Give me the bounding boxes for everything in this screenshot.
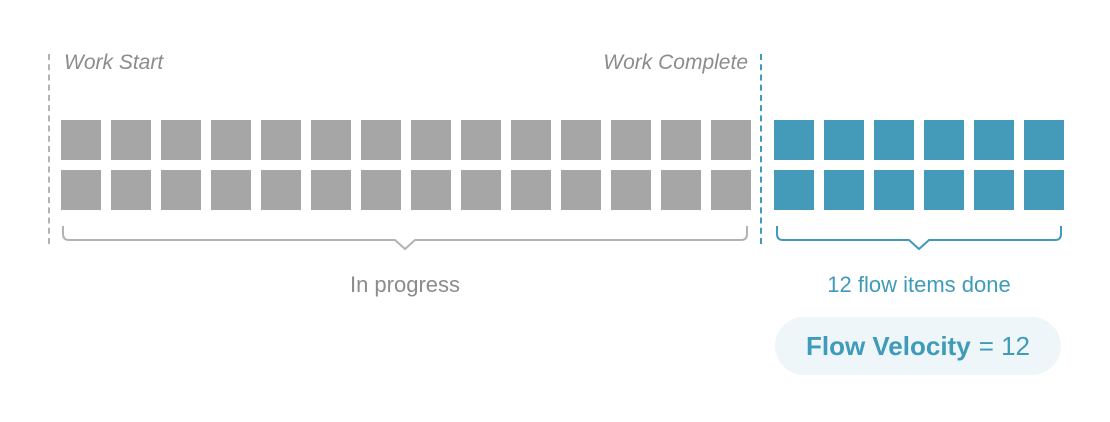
done-flow-item	[774, 170, 814, 210]
in-progress-flow-item	[361, 170, 401, 210]
in-progress-flow-item	[111, 170, 151, 210]
work-complete-line	[760, 54, 762, 244]
done-flow-item	[924, 120, 964, 160]
in-progress-row-2	[61, 170, 751, 210]
in-progress-caption: In progress	[349, 272, 461, 297]
in-progress-flow-item	[661, 170, 701, 210]
work-start-label: Work Start	[64, 51, 164, 74]
done-flow-item	[824, 120, 864, 160]
in-progress-flow-item	[261, 120, 301, 160]
in-progress-flow-item	[261, 170, 301, 210]
done-flow-item	[874, 170, 914, 210]
in-progress-flow-item	[211, 170, 251, 210]
flow-velocity-badge: Flow Velocity = 12	[775, 317, 1061, 375]
in-progress-flow-item	[61, 120, 101, 160]
done-flow-item	[924, 170, 964, 210]
done-flow-item	[1024, 170, 1064, 210]
done-brace	[776, 226, 1062, 251]
in-progress-row-1	[61, 120, 751, 160]
done-flow-item	[974, 170, 1014, 210]
done-flow-item	[824, 170, 864, 210]
in-progress-flow-item	[161, 170, 201, 210]
in-progress-flow-item	[61, 170, 101, 210]
in-progress-flow-item	[561, 170, 601, 210]
in-progress-flow-item	[211, 120, 251, 160]
flow-velocity-label: Flow Velocity	[805, 330, 971, 361]
in-progress-brace	[62, 226, 748, 251]
in-progress-flow-item	[611, 170, 651, 210]
in-progress-flow-item	[411, 170, 451, 210]
in-progress-flow-item	[661, 120, 701, 160]
in-progress-flow-item	[411, 120, 451, 160]
done-flow-item	[1024, 120, 1064, 160]
done-caption: 12 flow items done	[827, 272, 1011, 297]
done-row-1	[774, 120, 1064, 160]
in-progress-flow-item	[111, 120, 151, 160]
in-progress-flow-item	[361, 120, 401, 160]
in-progress-flow-item	[711, 170, 751, 210]
in-progress-flow-item	[561, 120, 601, 160]
work-complete-label: Work Complete	[603, 51, 748, 74]
in-progress-flow-item	[511, 170, 551, 210]
done-row-2	[774, 170, 1064, 210]
in-progress-flow-item	[461, 120, 501, 160]
in-progress-flow-item	[711, 120, 751, 160]
in-progress-flow-item	[461, 170, 501, 210]
done-flow-item	[774, 120, 814, 160]
work-start-line	[48, 54, 50, 244]
done-flow-item	[874, 120, 914, 160]
flow-velocity-value: = 12	[978, 330, 1031, 361]
in-progress-flow-item	[311, 170, 351, 210]
in-progress-flow-item	[611, 120, 651, 160]
done-flow-item	[974, 120, 1014, 160]
in-progress-flow-item	[311, 120, 351, 160]
in-progress-flow-item	[511, 120, 551, 160]
in-progress-flow-item	[161, 120, 201, 160]
